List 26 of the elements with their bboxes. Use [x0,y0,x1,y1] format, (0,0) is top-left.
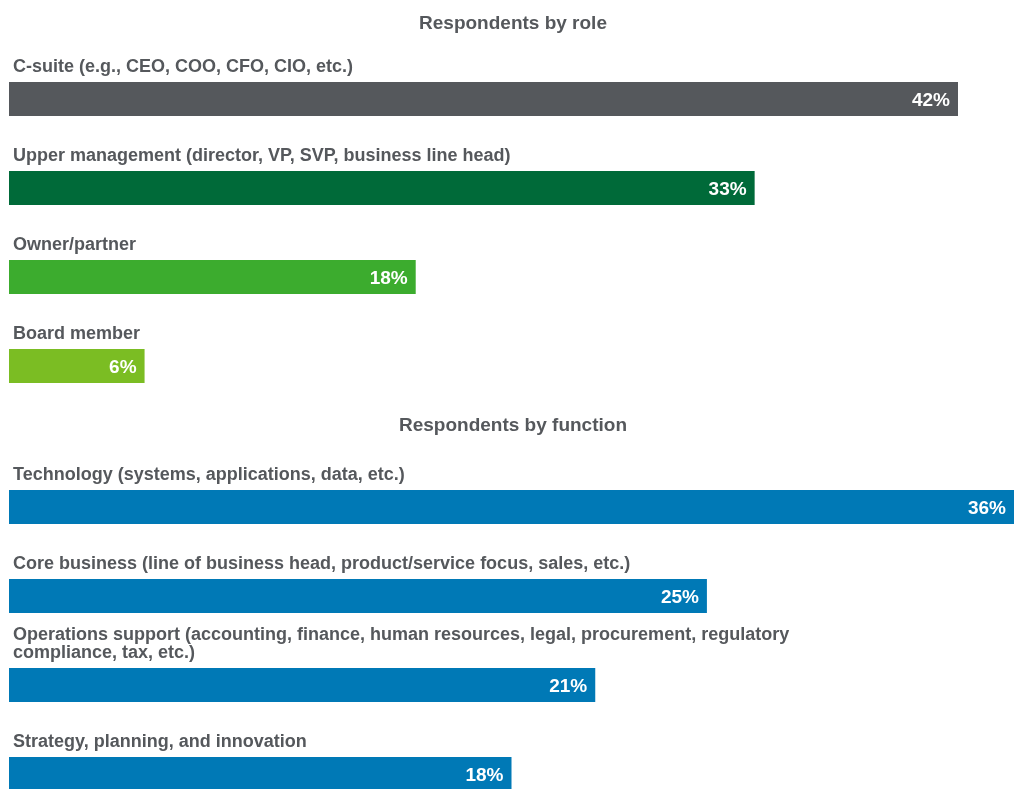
bar [9,82,958,116]
data-label: 33% [708,177,747,199]
data-label: 18% [369,266,408,288]
y-tick-label: Core business (line of business head, product/service focus, sales, etc.) [13,553,631,573]
bar [9,490,1014,524]
y-tick-label: Board member [13,323,141,343]
y-tick-label: Technology (systems, applications, data, etc.) [13,464,405,484]
bar [9,260,416,294]
y-tick-label: Strategy, planning, and innovation [13,731,307,751]
bar [9,349,145,383]
y-tick-label: Upper management (director, VP, SVP, business line head) [13,145,511,165]
data-label: 18% [465,763,504,785]
data-label: 21% [549,674,588,696]
y-tick-label: Operations support (accounting, finance, human resources, legal, procurement, regulatory compliance, tax, etc.) [13,624,790,662]
data-label: 25% [660,585,700,607]
data-label: 36% [967,496,1007,518]
bar [9,579,707,613]
data-label: 42% [911,88,951,110]
chart-title: Respondents by function [398,413,628,437]
y-tick-label: Owner/partner [13,234,137,254]
y-tick-label: C-suite (e.g., CEO, COO, CFO, CIO, etc.) [13,56,354,76]
bar [9,668,596,702]
bar [9,171,755,205]
bar [9,757,512,789]
chart-title: Respondents by role [418,11,608,35]
data-label: 6% [109,355,137,377]
